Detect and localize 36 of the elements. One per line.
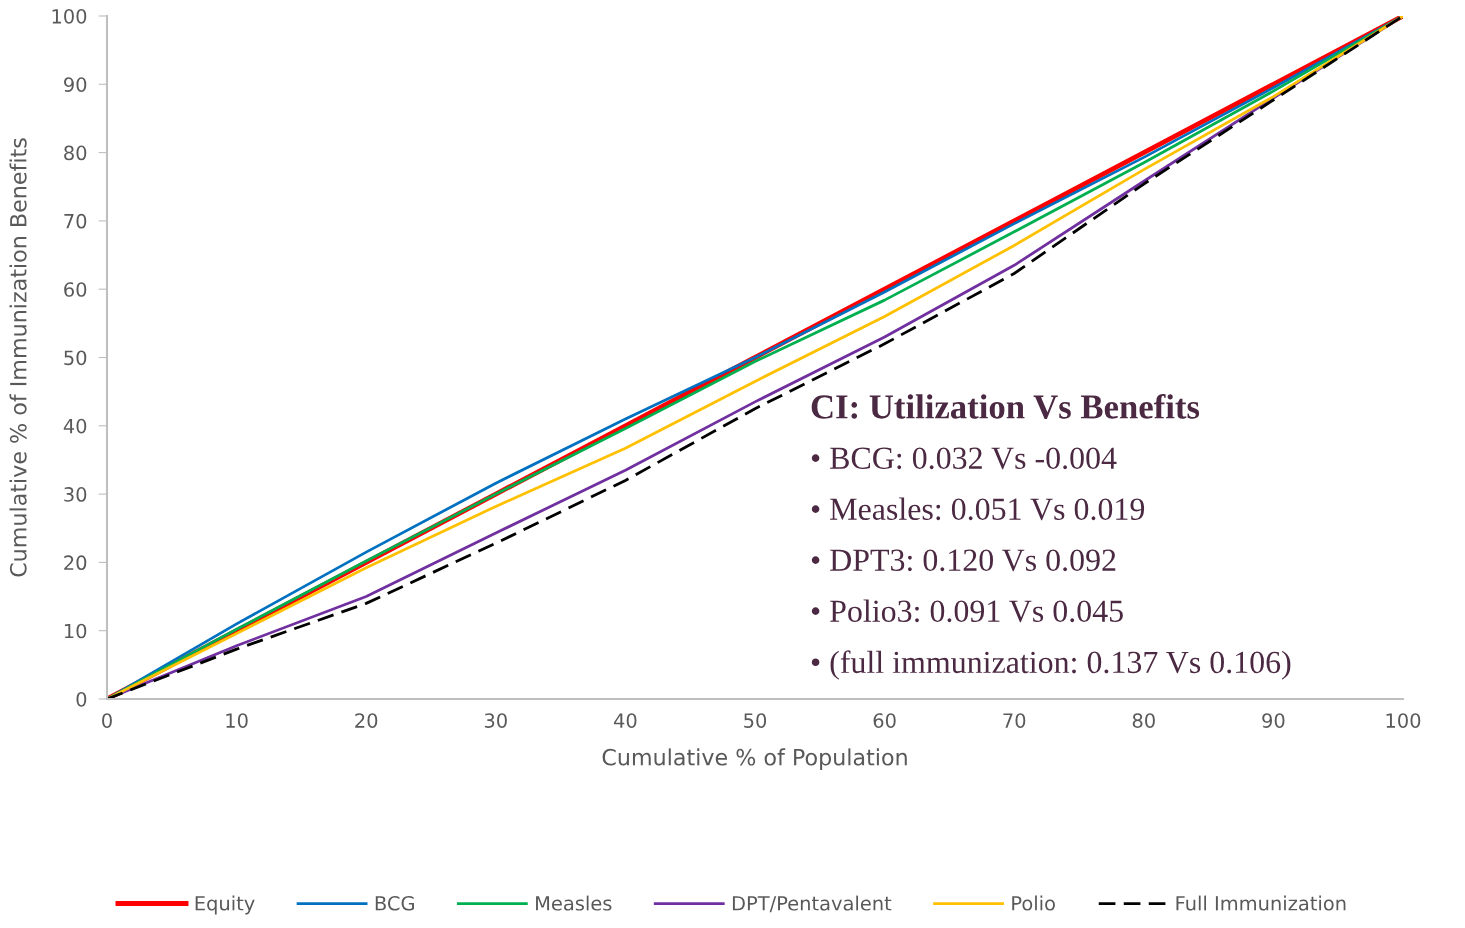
annotation: • Polio3: 0.091 Vs 0.045	[811, 599, 1123, 623]
legend-label: Full Immunization	[1176, 895, 1346, 911]
annotation: • Measles: 0.051 Vs 0.019	[811, 497, 1145, 521]
annotation: • (full immunization: 0.137 Vs 0.106)	[811, 650, 1291, 680]
y-tick-label: 10	[64, 623, 87, 639]
y-tick-label: 0	[76, 691, 87, 707]
y-tick-label: 70	[64, 213, 87, 229]
annotation: • DPT3: 0.120 Vs 0.092	[811, 549, 1116, 572]
legend-label: Polio	[1012, 895, 1055, 911]
x-tick-label: 70	[1003, 713, 1026, 728]
y-tick-label: 50	[64, 350, 87, 366]
annotation: CI: Utilization Vs Benefits	[811, 393, 1200, 419]
x-tick-label: 30	[484, 713, 507, 728]
y-tick-label: 60	[64, 282, 87, 297]
legend-label: Equity	[195, 895, 255, 915]
y-tick-label: 40	[63, 418, 87, 434]
x-tick-label: 80	[1132, 713, 1155, 728]
x-tick-label: 10	[226, 713, 248, 728]
y-tick-label: 90	[64, 77, 87, 92]
y-tick-label: 20	[64, 555, 87, 571]
y-tick-label: 30	[64, 487, 87, 502]
y-tick-label: 80	[64, 145, 87, 161]
legend-label: Measles	[536, 895, 612, 911]
y-axis-title: Cumulative % of Immunization Benefits	[9, 138, 27, 577]
x-tick-label: 90	[1262, 713, 1285, 728]
x-tick-label: 20	[355, 713, 378, 728]
y-tick-label: 100	[52, 8, 87, 24]
legend-label: BCG	[375, 895, 414, 911]
x-tick-label: 100	[1386, 713, 1421, 728]
x-tick-label: 60	[873, 713, 896, 728]
x-tick-label: 40	[613, 713, 637, 728]
x-tick-label: 50	[744, 713, 767, 728]
x-tick-label: 0	[102, 713, 112, 728]
annotation: • BCG: 0.032 Vs -0.004	[811, 447, 1117, 470]
legend-label: DPT/Pentavalent	[732, 895, 892, 913]
x-axis-title: Cumulative % of Population	[602, 748, 907, 770]
